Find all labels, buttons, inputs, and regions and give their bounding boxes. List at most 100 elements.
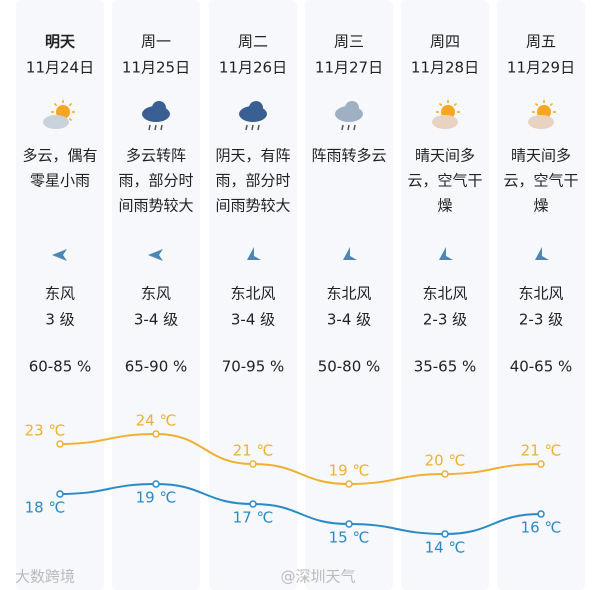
- description: 间雨势较大: [118, 197, 193, 215]
- humidity: 65-90 %: [125, 358, 188, 376]
- wind-direction: 东北风: [230, 285, 275, 303]
- day-name: 周一: [141, 33, 171, 51]
- wind-direction: 东北风: [422, 285, 467, 303]
- temperature-label: 20 ℃: [425, 452, 466, 470]
- weather-icon: [335, 101, 363, 131]
- date: 11月28日: [411, 59, 479, 77]
- rain: [154, 124, 157, 131]
- wind-level: 3-4 级: [134, 311, 178, 329]
- day-name: 明天: [45, 33, 76, 51]
- temperature-point: [345, 520, 353, 528]
- date: 11月29日: [507, 59, 575, 77]
- rain: [347, 124, 350, 131]
- wind-direction: 东北风: [326, 285, 371, 303]
- temperature-point: [537, 510, 545, 518]
- rain: [245, 124, 248, 131]
- cloud: [249, 101, 263, 115]
- wind-arrow: [247, 247, 261, 260]
- wind-arrow: [52, 249, 67, 261]
- temperature-label: 17 ℃: [233, 509, 274, 527]
- wind-arrow: [343, 247, 357, 260]
- wind-direction: 东北风: [518, 285, 563, 303]
- temperature-point: [152, 430, 160, 438]
- rain: [160, 124, 163, 131]
- humidity: 35-65 %: [414, 358, 477, 376]
- date: 11月25日: [122, 59, 190, 77]
- ray: [53, 102, 58, 107]
- temperature-label: 16 ℃: [521, 519, 562, 537]
- date: 11月27日: [315, 59, 383, 77]
- ray: [453, 102, 458, 107]
- day-name: 周五: [526, 33, 556, 51]
- temperature-label: 21 ℃: [233, 442, 274, 460]
- description: 多云转阵: [126, 147, 186, 165]
- description: 燥: [533, 197, 548, 215]
- description: 间雨势较大: [215, 197, 290, 215]
- wind-arrow: [535, 247, 549, 260]
- ray: [68, 117, 73, 122]
- temperature-point: [537, 460, 545, 468]
- humidity: 60-85 %: [29, 358, 92, 376]
- day-name: 周三: [334, 33, 364, 51]
- temperature-label: 23 ℃: [25, 422, 66, 440]
- description: 阵雨转多云: [311, 147, 386, 165]
- watermark: 大数跨境: [15, 568, 75, 586]
- description: 晴天间多: [415, 147, 475, 165]
- rain: [353, 124, 356, 131]
- description: 零星小雨: [30, 172, 90, 190]
- description: 雨，部分时: [215, 172, 290, 190]
- humidity: 50-80 %: [318, 358, 381, 376]
- temperature-label: 21 ℃: [521, 442, 562, 460]
- cloud: [528, 115, 554, 129]
- temperature-point: [56, 440, 64, 448]
- day-card: [497, 0, 585, 590]
- temperature-label: 14 ℃: [425, 539, 466, 557]
- wind-direction: 东风: [141, 285, 171, 303]
- date: 11月24日: [26, 59, 94, 77]
- wind-level: 3-4 级: [327, 311, 371, 329]
- rain: [257, 124, 260, 131]
- weather-icon: [239, 101, 267, 131]
- temperature-point: [249, 500, 257, 508]
- day-card: [401, 0, 489, 590]
- wind-arrow: [439, 247, 453, 260]
- temperature-point: [56, 490, 64, 498]
- description: 雨，部分时: [118, 172, 193, 190]
- ray: [549, 102, 554, 107]
- rain: [341, 124, 344, 131]
- wind-level: 3 级: [45, 311, 74, 329]
- temperature-label: 24 ℃: [136, 412, 177, 430]
- cloud: [432, 115, 458, 129]
- date: 11月26日: [219, 59, 287, 77]
- ray: [68, 102, 73, 107]
- weather-icon: [432, 100, 460, 129]
- temperature-point: [152, 480, 160, 488]
- rain: [251, 124, 254, 131]
- ray: [438, 102, 443, 107]
- cloud: [152, 101, 166, 115]
- wind-level: 2-3 级: [423, 311, 467, 329]
- temperature-chart: 23 ℃ 24 ℃ 21 ℃ 19 ℃ 20 ℃ 21 ℃ 18 ℃ 19 ℃ 17 ℃ 15 ℃…: [25, 412, 562, 557]
- wind-level: 3-4 级: [231, 311, 275, 329]
- watermark: @深圳天气: [280, 568, 355, 586]
- cloud: [345, 101, 359, 115]
- temperature-label: 18 ℃: [25, 499, 66, 517]
- day-card: [112, 0, 200, 590]
- temperature-label: 19 ℃: [136, 489, 177, 507]
- day-name: 周四: [430, 33, 460, 51]
- description: 晴天间多: [511, 147, 571, 165]
- description: 云，空气干: [503, 172, 578, 190]
- day-card: [305, 0, 393, 590]
- wind-level: 2-3 级: [519, 311, 563, 329]
- weather-icon: [142, 101, 170, 131]
- humidity: 70-95 %: [222, 358, 285, 376]
- weather-icon: [528, 100, 556, 129]
- ray: [534, 102, 539, 107]
- description: 云，空气干: [407, 172, 482, 190]
- temperature-line: [59, 482, 542, 536]
- humidity: 40-65 %: [510, 358, 573, 376]
- day-name: 周二: [238, 33, 268, 51]
- temperature-point: [441, 530, 449, 538]
- temperature-point: [345, 480, 353, 488]
